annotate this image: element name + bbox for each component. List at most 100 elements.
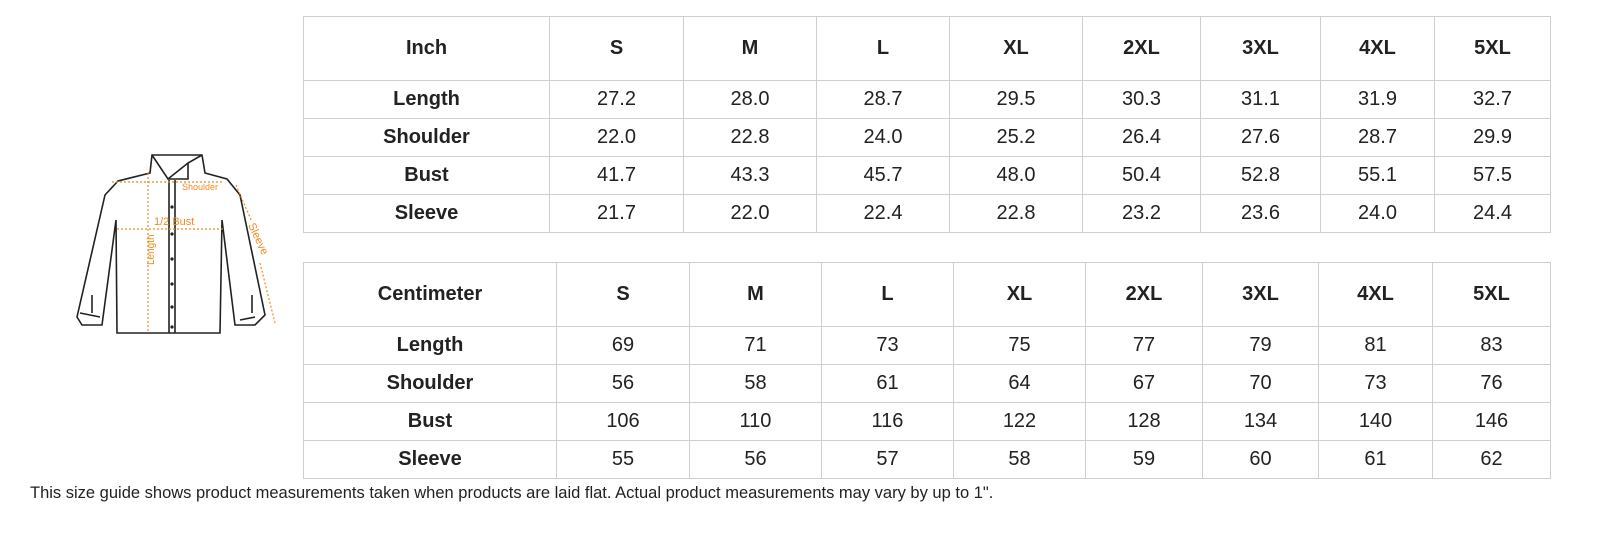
size-header: M	[683, 16, 817, 81]
measurement-value: 70	[1202, 364, 1319, 403]
measurement-value: 22.4	[816, 194, 950, 233]
measurement-value: 50.4	[1082, 156, 1201, 195]
measurement-value: 55.1	[1320, 156, 1435, 195]
measurement-value: 69	[556, 326, 690, 365]
measurement-value: 28.7	[1320, 118, 1435, 157]
size-header: L	[816, 16, 950, 81]
measurement-value: 61	[1318, 440, 1433, 479]
size-header: 2XL	[1085, 262, 1203, 327]
measurement-label: Sleeve	[303, 194, 550, 233]
size-header: M	[689, 262, 822, 327]
measurement-value: 29.5	[949, 80, 1083, 119]
measurement-value: 43.3	[683, 156, 817, 195]
measurement-value: 75	[953, 326, 1086, 365]
size-header: 2XL	[1082, 16, 1201, 81]
unit-header: Inch	[303, 16, 550, 81]
measurement-label: Length	[303, 326, 557, 365]
table-row: Shoulder 22.0 22.8 24.0 25.2 26.4 27.6 28.7 29.9	[303, 118, 1551, 157]
size-header: XL	[949, 16, 1083, 81]
bust-label: 1/2 Bust	[154, 216, 194, 228]
measurement-value: 106	[556, 402, 690, 441]
measurement-value: 64	[953, 364, 1086, 403]
measurement-value: 128	[1085, 402, 1203, 441]
measurement-value: 27.2	[549, 80, 684, 119]
measurement-label: Bust	[303, 402, 557, 441]
table-row: Bust 106 110 116 122 128 134 140 146	[303, 402, 1551, 441]
header-row: Centimeter S M L XL 2XL 3XL 4XL 5XL	[303, 262, 1551, 327]
size-header: S	[556, 262, 690, 327]
table-row: Length 27.2 28.0 28.7 29.5 30.3 31.1 31.9 32.7	[303, 80, 1551, 119]
measurement-value: 140	[1318, 402, 1433, 441]
size-header: 4XL	[1318, 262, 1433, 327]
inch-size-table: Inch S M L XL 2XL 3XL 4XL 5XL Length 27.2 28.0 28.7…	[303, 16, 1551, 233]
table-row: Sleeve 55 56 57 58 59 60 61 62	[303, 440, 1551, 479]
measurement-value: 25.2	[949, 118, 1083, 157]
measurement-value: 23.6	[1200, 194, 1321, 233]
measurement-value: 31.1	[1200, 80, 1321, 119]
size-header: L	[821, 262, 954, 327]
measurement-value: 22.8	[683, 118, 817, 157]
measurement-value: 59	[1085, 440, 1203, 479]
measurement-value: 32.7	[1434, 80, 1551, 119]
measurement-value: 24.0	[1320, 194, 1435, 233]
measurement-value: 27.6	[1200, 118, 1321, 157]
measurement-value: 22.8	[949, 194, 1083, 233]
measurement-label: Sleeve	[303, 440, 557, 479]
measurement-value: 45.7	[816, 156, 950, 195]
size-header: 5XL	[1432, 262, 1551, 327]
measurement-value: 73	[1318, 364, 1433, 403]
measurement-value: 58	[953, 440, 1086, 479]
measurement-value: 77	[1085, 326, 1203, 365]
measurement-value: 26.4	[1082, 118, 1201, 157]
size-header: S	[549, 16, 684, 81]
shirt-outline-icon	[76, 154, 266, 334]
measurement-value: 73	[821, 326, 954, 365]
measurement-value: 23.2	[1082, 194, 1201, 233]
measurement-value: 55	[556, 440, 690, 479]
measurement-value: 22.0	[683, 194, 817, 233]
measurement-value: 24.0	[816, 118, 950, 157]
measurement-value: 31.9	[1320, 80, 1435, 119]
measurement-value: 52.8	[1200, 156, 1321, 195]
size-header: 5XL	[1434, 16, 1551, 81]
measurement-value: 24.4	[1434, 194, 1551, 233]
measurement-label: Bust	[303, 156, 550, 195]
measurement-value: 28.0	[683, 80, 817, 119]
measurement-value: 67	[1085, 364, 1203, 403]
measurement-value: 122	[953, 402, 1086, 441]
measurement-value: 61	[821, 364, 954, 403]
measurement-value: 57	[821, 440, 954, 479]
measurement-value: 30.3	[1082, 80, 1201, 119]
measurement-value: 22.0	[549, 118, 684, 157]
centimeter-size-table: Centimeter S M L XL 2XL 3XL 4XL 5XL Length 69 71 73…	[303, 262, 1551, 479]
measurement-value: 28.7	[816, 80, 950, 119]
measurement-label: Shoulder	[303, 118, 550, 157]
measurement-value: 48.0	[949, 156, 1083, 195]
measurement-value: 60	[1202, 440, 1319, 479]
measurement-value: 83	[1432, 326, 1551, 365]
measurement-value: 76	[1432, 364, 1551, 403]
length-label: Length	[146, 234, 157, 265]
header-row: Inch S M L XL 2XL 3XL 4XL 5XL	[303, 16, 1551, 81]
size-header: 3XL	[1202, 262, 1319, 327]
measurement-value: 21.7	[549, 194, 684, 233]
measurement-value: 57.5	[1434, 156, 1551, 195]
measurement-value: 58	[689, 364, 822, 403]
measurement-value: 110	[689, 402, 822, 441]
unit-header: Centimeter	[303, 262, 557, 327]
size-header: 3XL	[1200, 16, 1321, 81]
measurement-value: 29.9	[1434, 118, 1551, 157]
table-row: Length 69 71 73 75 77 79 81 83	[303, 326, 1551, 365]
shirt-measurement-diagram: Shoulder 1/2 Bust Length Sleeve	[76, 154, 276, 334]
measurement-value: 81	[1318, 326, 1433, 365]
measurement-value: 62	[1432, 440, 1551, 479]
measurement-value: 56	[689, 440, 822, 479]
shoulder-label: Shoulder	[182, 182, 218, 192]
measurement-value: 56	[556, 364, 690, 403]
table-row: Sleeve 21.7 22.0 22.4 22.8 23.2 23.6 24.0 24.4	[303, 194, 1551, 233]
measurement-value: 146	[1432, 402, 1551, 441]
size-guide-footnote: This size guide shows product measuremen…	[30, 484, 994, 502]
measurement-value: 41.7	[549, 156, 684, 195]
measurement-value: 71	[689, 326, 822, 365]
measurement-value: 116	[821, 402, 954, 441]
